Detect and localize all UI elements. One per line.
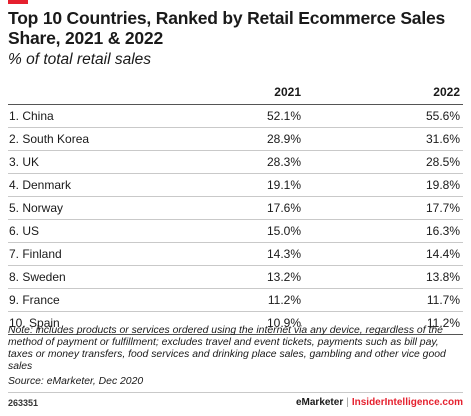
country-cell: 5. Norway [8,196,191,220]
chart-source: Source: eMarketer, Dec 2020 [8,376,144,387]
table-row: 3. UK 28.3% 28.5% [8,150,463,174]
value-cell-2022: 31.6% [304,127,463,151]
value-cell-2021: 10.9% [191,311,304,335]
value-cell-2022: 19.8% [304,173,463,197]
table-row: 6. US 15.0% 16.3% [8,219,463,243]
value-cell-2022: 55.6% [304,104,463,128]
footer-brand: eMarketer | InsiderIntelligence.com [296,397,463,408]
table-row: 4. Denmark 19.1% 19.8% [8,173,463,197]
country-cell: 8. Sweden [8,265,191,289]
footer-divider [8,392,463,393]
country-cell: 7. Finland [8,242,191,266]
country-cell: 9. France [8,288,191,312]
value-cell-2021: 15.0% [191,219,304,243]
table-body: 1. China 52.1% 55.6% 2. South Korea 28.9% 31.… [8,104,463,335]
country-cell: 6. US [8,219,191,243]
table-row: 5. Norway 17.6% 17.7% [8,196,463,220]
table-row: 9. France 11.2% 11.7% [8,288,463,312]
country-cell: 4. Denmark [8,173,191,197]
country-cell: 1. China [8,104,191,128]
value-cell-2021: 28.9% [191,127,304,151]
table-row: 2. South Korea 28.9% 31.6% [8,127,463,151]
data-table: 2021 2022 1. China 52.1% 55.6% 2. South Kor… [8,80,463,335]
chart-subtitle: % of total retail sales [8,51,152,68]
value-cell-2022: 16.3% [304,219,463,243]
value-cell-2021: 17.6% [191,196,304,220]
accent-bar [8,0,28,4]
brand-site-link[interactable]: InsiderIntelligence.com [351,397,463,408]
value-cell-2021: 13.2% [191,265,304,289]
value-cell-2021: 14.3% [191,242,304,266]
table-header-row: 2021 2022 [8,80,463,105]
country-cell: 2. South Korea [8,127,191,151]
footer-separator: | [346,397,349,408]
table-row: 8. Sweden 13.2% 13.8% [8,265,463,289]
chart-note: Note: includes products or services orde… [8,325,446,372]
chart-id: 263351 [8,398,39,408]
value-cell-2022: 17.7% [304,196,463,220]
column-header-2022: 2022 [304,80,463,105]
table-row: 7. Finland 14.3% 14.4% [8,242,463,266]
value-cell-2021: 11.2% [191,288,304,312]
chart-title: Top 10 Countries, Ranked by Retail Ecomm… [8,8,446,48]
value-cell-2021: 28.3% [191,150,304,174]
value-cell-2021: 19.1% [191,173,304,197]
country-cell: 10. Spain [8,311,191,335]
value-cell-2022: 13.8% [304,265,463,289]
column-header-country [8,80,191,105]
country-cell: 3. UK [8,150,191,174]
value-cell-2022: 11.7% [304,288,463,312]
value-cell-2022: 11.2% [304,311,463,335]
value-cell-2021: 52.1% [191,104,304,128]
value-cell-2022: 28.5% [304,150,463,174]
column-header-2021: 2021 [191,80,304,105]
table-row: 10. Spain 10.9% 11.2% [8,311,463,335]
table-row: 1. China 52.1% 55.6% [8,104,463,128]
brand-name: eMarketer [295,397,344,408]
value-cell-2022: 14.4% [304,242,463,266]
